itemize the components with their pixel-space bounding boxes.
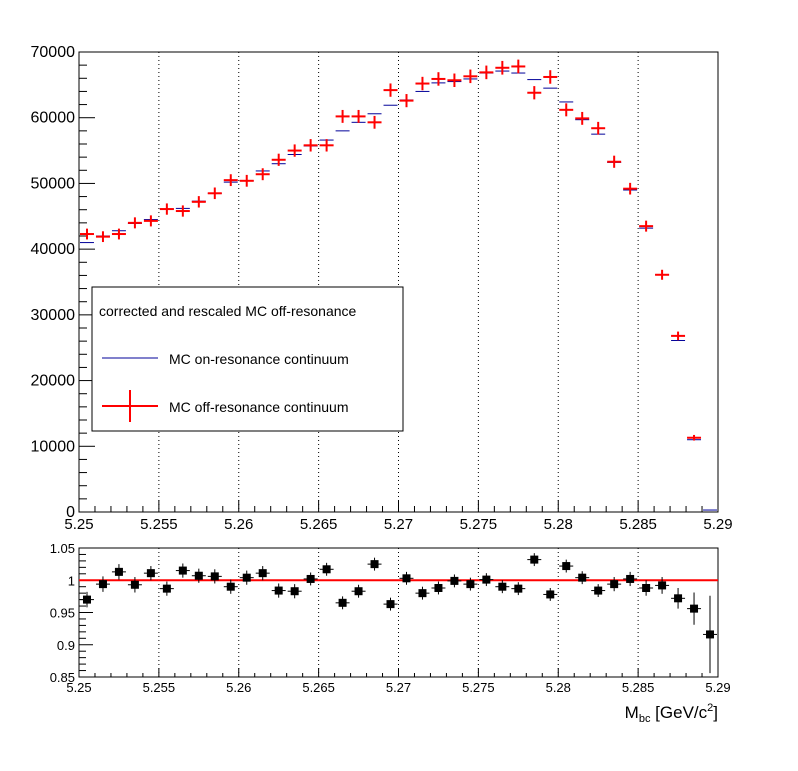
top-x-tick-label: 5.27 [384,516,413,533]
ratio-x-tick-label: 5.285 [622,680,655,695]
ratio-y-tick-label: 0.9 [57,638,75,653]
top-y-tick-label: 10000 [31,438,76,455]
top-y-tick-label: 60000 [31,110,76,127]
ratio-point-marker [386,600,395,609]
ratio-point-marker [594,586,603,595]
top-y-tick-label: 40000 [31,241,76,258]
ratio-point-marker [402,574,411,583]
ratio-point-marker [98,580,107,589]
ratio-point-marker [258,569,267,578]
ratio-y-tick-label: 1 [68,573,75,588]
top-x-tick-label: 5.285 [619,516,657,533]
legend-entry-on-resonance: MC on-resonance continuum [169,351,349,367]
ratio-y-tick-label: 0.95 [50,606,75,621]
ratio-y-tick-label: 0.85 [50,670,75,685]
ratio-point-marker [450,576,459,585]
ratio-point-marker [498,582,507,591]
top-x-tick-label: 5.25 [64,516,93,533]
ratio-y-tick-label: 1.05 [50,541,75,556]
ratio-plot-grid [158,548,639,677]
top-y-tick-label: 50000 [31,175,76,192]
ratio-point-marker [194,571,203,580]
ratio-point-marker [322,565,331,574]
ratio-point-marker [642,583,651,592]
top-plot-frame [78,51,719,513]
top-x-tick-label: 5.29 [703,516,732,533]
ratio-point-marker [290,587,299,596]
top-y-tick-label: 70000 [31,44,76,61]
ratio-x-tick-label: 5.255 [143,680,176,695]
top-x-tick-label: 5.265 [300,516,338,533]
ratio-point-marker [418,589,427,598]
ratio-point-marker [274,586,283,595]
ratio-point-marker [626,574,635,583]
ratio-point-marker [514,584,523,593]
ratio-point-marker [242,573,251,582]
ratio-point-marker [226,582,235,591]
ratio-point-marker [482,575,491,584]
legend-header: corrected and rescaled MC off-resonance [99,303,357,319]
top-plot-axes: 5.25 5.255 5.26 5.265 5.27 5.275 5.28 5.285 5.29… [31,44,733,533]
ratio-point-marker [610,580,619,589]
top-x-tick-label: 5.275 [460,516,498,533]
ratio-point-marker [338,598,347,607]
ratio-x-tick-label: 5.27 [386,680,411,695]
ratio-point-marker [466,580,475,589]
ratio-point-marker [82,595,91,604]
top-x-tick-label: 5.28 [544,516,573,533]
top-x-tick-label: 5.26 [224,516,253,533]
ratio-point-marker [178,566,187,575]
ratio-point-marker [354,587,363,596]
ratio-x-tick-label: 5.265 [302,680,335,695]
top-y-tick-label: 20000 [31,373,76,390]
ratio-point-marker [578,573,587,582]
ratio-x-tick-label: 5.275 [462,680,495,695]
ratio-plot-axes: 5.25 5.255 5.26 5.265 5.27 5.275 5.28 5.285 5.29… [50,541,731,695]
legend: corrected and rescaled MC off-resonance … [91,286,404,432]
ratio-point-marker [434,583,443,592]
ratio-point-marker [114,567,123,576]
ratio-point-marker [162,584,171,593]
ratio-x-tick-label: 5.25 [66,680,91,695]
ratio-point-marker [674,594,683,603]
ratio-point-marker [658,581,667,590]
ratio-x-tick-label: 5.28 [546,680,571,695]
top-y-tick-label: 0 [66,504,75,521]
legend-entry-off-resonance: MC off-resonance continuum [169,399,349,415]
ratio-x-tick-label: 5.29 [705,680,730,695]
top-plot-grid [158,52,639,512]
ratio-point-marker [546,590,555,599]
off-resonance-series [80,59,702,441]
ratio-point-marker [370,560,379,569]
top-x-tick-label: 5.255 [140,516,178,533]
ratio-point-marker [130,580,139,589]
ratio-point-marker [306,574,315,583]
ratio-point-marker [146,569,155,578]
top-y-tick-label: 30000 [31,307,76,324]
ratio-point-marker [562,562,571,571]
ratio-x-tick-label: 5.26 [226,680,251,695]
x-axis-title: Mbc [GeV/c2] [625,702,718,725]
ratio-points [80,553,717,674]
ratio-point-marker [706,630,715,639]
ratio-point-marker [690,604,699,613]
ratio-point-marker [210,572,219,581]
ratio-point-marker [530,555,539,564]
